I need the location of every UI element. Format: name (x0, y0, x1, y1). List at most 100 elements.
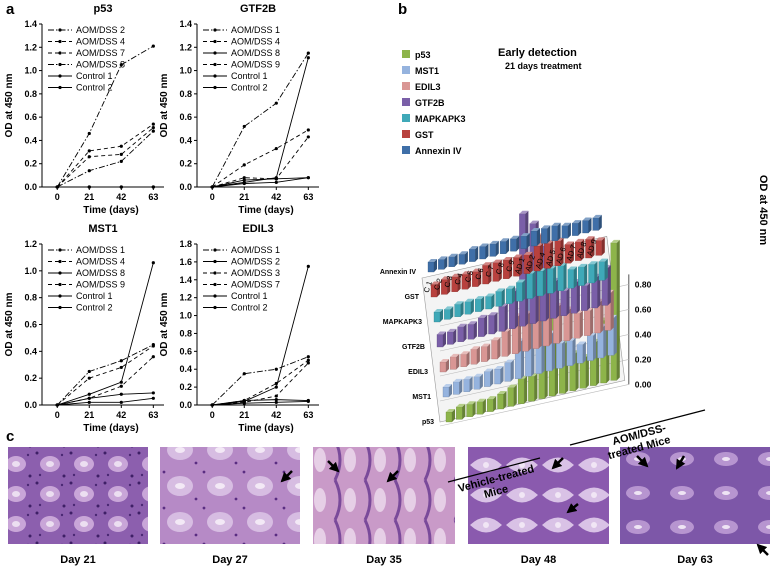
legend-label: Control 1 (231, 291, 268, 301)
bar-top (529, 220, 539, 224)
bar-top (461, 271, 471, 275)
data-point (274, 385, 278, 389)
data-line (212, 399, 309, 406)
bar-side (563, 262, 567, 291)
bar-side (590, 307, 594, 336)
bar (457, 323, 467, 342)
legend-label: AOM/DSS 2 (76, 25, 125, 35)
bar-front (487, 398, 494, 412)
bar-side (588, 217, 592, 233)
bar-side (567, 222, 571, 239)
x-tick-label: 42 (271, 410, 281, 420)
legend-label: AOM/DSS 3 (231, 268, 280, 278)
bar (516, 279, 526, 302)
bar (492, 259, 502, 282)
bar (495, 288, 505, 307)
bar (561, 222, 571, 239)
bar (556, 340, 566, 369)
data-point (119, 159, 123, 163)
bar-front (578, 266, 585, 286)
bar-side (487, 343, 491, 362)
bar-top (582, 217, 592, 221)
data-point (87, 169, 91, 173)
bar-front (489, 243, 496, 257)
bar (485, 293, 495, 310)
data-point (151, 126, 155, 130)
x-tick-label: 63 (148, 192, 158, 202)
bar-front (495, 291, 502, 307)
bar (447, 328, 457, 345)
bar-front (566, 340, 573, 366)
bar-front (592, 217, 599, 231)
histology-image (313, 447, 455, 544)
bar-front (485, 296, 492, 310)
legend-swatch (402, 130, 410, 138)
legend-label: Control 2 (76, 83, 113, 93)
bar-top (516, 279, 526, 283)
bar-top (588, 261, 598, 265)
data-point (55, 185, 59, 189)
bar (572, 220, 582, 236)
bar-top (438, 256, 448, 260)
data-point (306, 399, 310, 404)
bar-side (494, 312, 498, 334)
bar (466, 401, 476, 417)
bar-side (550, 240, 554, 269)
bar (448, 253, 458, 267)
x-tick-label: 21 (239, 192, 249, 202)
bar-side (566, 287, 570, 316)
bar (581, 282, 591, 311)
y-axis-title: OD at 450 nm (159, 73, 170, 137)
y-tick-label: 0.2 (179, 159, 192, 169)
bar-front (442, 386, 450, 398)
bar (551, 222, 561, 241)
bar-top (437, 331, 446, 335)
bar-top (431, 281, 440, 285)
data-point (242, 401, 246, 405)
legend-marker (213, 305, 217, 310)
legend-label: EDIL3 (415, 82, 441, 92)
data-point (119, 144, 123, 148)
bar (582, 217, 592, 234)
legend-label: AOM/DSS 7 (76, 48, 125, 58)
bar-side (440, 309, 443, 322)
data-point (274, 381, 278, 386)
legend-marker (213, 294, 217, 298)
bar-top (561, 222, 571, 226)
bar-side (526, 233, 530, 249)
data-point (87, 396, 91, 400)
bar (491, 337, 501, 360)
bar (439, 359, 449, 373)
bar (481, 343, 491, 362)
y-tick-label: 0.0 (24, 182, 37, 192)
x-axis-title: Time (days) (238, 205, 293, 216)
bar-front (576, 344, 584, 364)
bar-side (453, 328, 457, 345)
data-line (56, 344, 154, 406)
data-line (211, 129, 309, 188)
histology-image (160, 447, 300, 544)
data-point (151, 122, 155, 126)
bar (470, 346, 480, 365)
bar-top (541, 225, 551, 229)
bar-top (484, 368, 494, 372)
bar-top (572, 220, 582, 224)
y-tick-label: 0.6 (179, 346, 192, 356)
bar-top (482, 262, 492, 266)
legend-label: AOM/DSS 4 (76, 37, 125, 47)
group-underline (447, 457, 541, 483)
panel-label: a (6, 1, 15, 18)
data-point (306, 358, 310, 362)
bar (501, 328, 511, 357)
x-tick-label: 63 (303, 192, 313, 202)
panel-label: b (398, 1, 407, 18)
bar-top (470, 346, 480, 350)
bar-top (492, 259, 502, 263)
bar-top (578, 263, 588, 267)
legend-label: AOM/DSS 4 (231, 37, 280, 47)
bar (541, 225, 551, 244)
bar-top (485, 293, 495, 297)
legend-marker (58, 305, 62, 310)
x-tick-label: 42 (271, 192, 281, 202)
